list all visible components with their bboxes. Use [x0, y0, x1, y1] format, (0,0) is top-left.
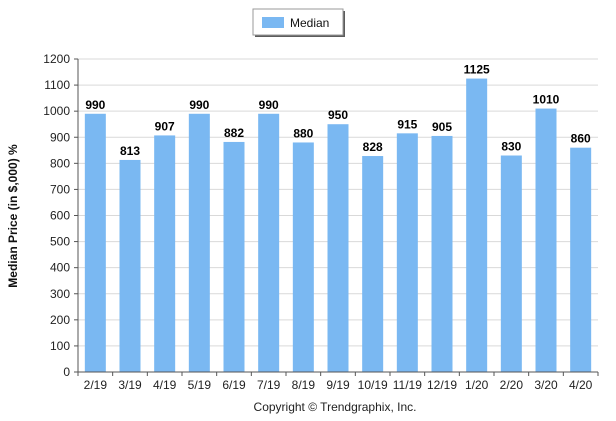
y-tick-label: 600 — [50, 209, 70, 223]
axes — [74, 58, 599, 376]
x-tick-label: 7/19 — [257, 378, 281, 392]
bar-10/19 — [362, 156, 384, 372]
bar-11/19 — [396, 133, 418, 372]
x-tick-label: 4/20 — [569, 378, 593, 392]
bar-5/19 — [188, 113, 210, 373]
x-tick-label: 11/19 — [393, 378, 422, 392]
y-tick-label: 300 — [50, 287, 70, 301]
x-tick-label: 8/19 — [292, 378, 316, 392]
copyright-text: Copyright © Trendgraphix, Inc. — [254, 400, 417, 414]
x-tick-label: 12/19 — [427, 378, 457, 392]
data-label: 905 — [432, 120, 452, 134]
bar-12/19 — [431, 135, 453, 372]
legend-swatch — [262, 17, 284, 28]
y-tick-label: 900 — [50, 130, 70, 144]
data-label: 1125 — [464, 63, 490, 77]
data-label: 907 — [155, 119, 175, 133]
x-tick-label: 3/19 — [118, 378, 142, 392]
data-labels: 990 813 907 990 882 990 880 950 828 915 905 1125 830… — [85, 63, 591, 158]
data-label: 880 — [293, 126, 313, 140]
bar-8/19 — [292, 142, 314, 372]
y-tick-labels: 0 100 200 300 400 500 600 700 800 900 1000 1100 1200 — [43, 52, 70, 379]
x-tick-label: 1/20 — [465, 378, 489, 392]
y-tick-label: 400 — [50, 261, 70, 275]
y-tick-label: 0 — [63, 365, 70, 379]
bar-2/19 — [84, 113, 106, 373]
bar-4/19 — [154, 135, 176, 372]
y-tick-label: 200 — [50, 313, 70, 327]
x-tick-label: 6/19 — [222, 378, 246, 392]
bar-1/20 — [466, 78, 488, 372]
data-label: 990 — [189, 98, 209, 112]
data-label: 990 — [259, 98, 279, 112]
bar-7/19 — [258, 113, 280, 373]
data-label: 860 — [571, 132, 591, 146]
y-tick-label: 1200 — [43, 52, 70, 66]
data-label: 915 — [397, 117, 417, 131]
x-tick-labels: 2/19 3/19 4/19 5/19 6/19 7/19 8/19 9/19 10/19 11/… — [84, 378, 593, 392]
bar-6/19 — [223, 141, 245, 372]
y-axis-title: Median Price (in $,000) % — [6, 144, 20, 288]
x-tick-label: 9/19 — [326, 378, 350, 392]
bar-2/20 — [500, 155, 522, 372]
data-label: 882 — [224, 126, 244, 140]
y-tick-label: 100 — [50, 339, 70, 353]
y-tick-label: 1000 — [43, 104, 70, 118]
bar-3/19 — [119, 159, 141, 372]
data-label: 828 — [363, 140, 383, 154]
y-tick-label: 700 — [50, 182, 70, 196]
data-label: 950 — [328, 108, 348, 122]
x-tick-label: 2/19 — [84, 378, 108, 392]
x-tick-label: 4/19 — [153, 378, 177, 392]
x-tick-label: 3/20 — [534, 378, 558, 392]
y-tick-label: 500 — [50, 235, 70, 249]
data-label: 990 — [85, 98, 105, 112]
x-tick-label: 2/20 — [500, 378, 524, 392]
data-label: 830 — [501, 140, 521, 154]
x-tick-label: 5/19 — [188, 378, 212, 392]
legend-label: Median — [290, 16, 329, 30]
y-tick-label: 800 — [50, 156, 70, 170]
y-tick-label: 1100 — [44, 78, 70, 92]
bar-4/20 — [570, 147, 592, 372]
x-tick-label: 10/19 — [358, 378, 388, 392]
data-label: 813 — [120, 144, 140, 158]
bar-9/19 — [327, 124, 349, 372]
bars — [84, 78, 592, 373]
data-label: 1010 — [533, 93, 560, 107]
bar-3/20 — [535, 108, 557, 372]
legend: Median — [252, 8, 345, 37]
